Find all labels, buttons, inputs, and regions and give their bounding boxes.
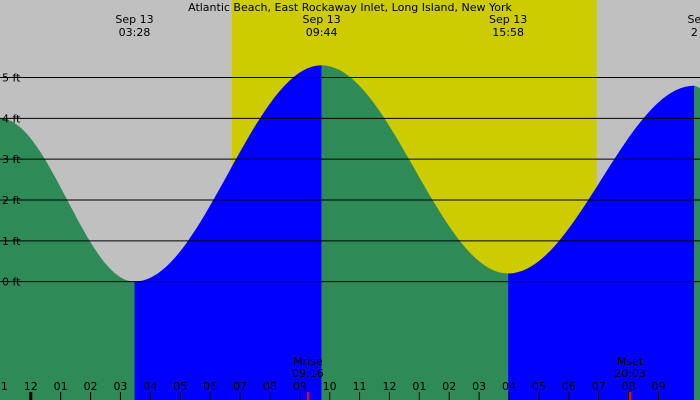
x-tick-label: 04 — [502, 380, 516, 393]
x-tick-label: 02 — [442, 380, 456, 393]
x-tick-label: 12 — [382, 380, 396, 393]
x-axis: 11 12 01 02 03 04 05 06 07 08 09 10 11 12 01 02 03 04 05 06… — [0, 380, 665, 400]
x-tick-label: 01 — [412, 380, 426, 393]
x-tick-label: 07 — [233, 380, 247, 393]
moon-event-time: 09:16 — [292, 367, 324, 380]
x-tick-label: 06 — [203, 380, 217, 393]
tide-areas — [0, 65, 700, 400]
y-tick-label: 2 ft — [2, 194, 21, 207]
extreme-time-label: 09:44 — [306, 26, 338, 39]
extreme-date-label: Sep 13 — [115, 13, 153, 26]
moon-event-name: Mrise — [293, 355, 323, 368]
y-tick-label: 4 ft — [2, 112, 21, 125]
x-tick-label: 09 — [293, 380, 307, 393]
y-gridlines — [0, 77, 700, 283]
y-tick-label: 3 ft — [2, 153, 21, 166]
extreme-time-label: 15:58 — [492, 26, 524, 39]
x-tick-label: 06 — [562, 380, 576, 393]
x-tick-label: 09 — [651, 380, 665, 393]
y-axis-labels: 0 ft 1 ft 2 ft 3 ft 4 ft 5 ft — [2, 72, 21, 289]
extreme-date-label: Se — [687, 13, 700, 26]
moon-event-name: Mset — [617, 355, 644, 368]
extreme-time-label: 03:28 — [119, 26, 151, 39]
y-tick-label: 1 ft — [2, 235, 21, 248]
x-tick-label: 11 — [0, 380, 8, 393]
x-tick-label: 12 — [24, 380, 38, 393]
x-tick-label: 10 — [323, 380, 337, 393]
x-tick-label: 05 — [173, 380, 187, 393]
chart-title: Atlantic Beach, East Rockaway Inlet, Lon… — [188, 1, 512, 14]
moon-event-time: 20:03 — [614, 367, 646, 380]
falling-tide-area — [694, 85, 700, 400]
x-tick-label: 03 — [472, 380, 486, 393]
x-tick-label: 05 — [532, 380, 546, 393]
falling-tide-area — [321, 65, 509, 400]
x-tick-label: 01 — [54, 380, 68, 393]
rising-tide-area — [134, 65, 322, 400]
rising-tide-area — [508, 85, 695, 400]
x-tick-label: 04 — [143, 380, 157, 393]
x-tick-label: 02 — [84, 380, 98, 393]
x-tick-label: 08 — [263, 380, 277, 393]
extreme-date-label: Sep 13 — [302, 13, 340, 26]
x-tick-label: 11 — [353, 380, 367, 393]
x-tick-label: 08 — [622, 380, 636, 393]
x-tick-label: 03 — [113, 380, 127, 393]
falling-tide-area — [0, 118, 135, 400]
extreme-date-label: Sep 13 — [489, 13, 527, 26]
x-tick-label: 07 — [592, 380, 606, 393]
y-tick-label: 5 ft — [2, 72, 21, 85]
y-tick-label: 0 ft — [2, 276, 21, 289]
extreme-time-label: 2 — [691, 26, 698, 39]
